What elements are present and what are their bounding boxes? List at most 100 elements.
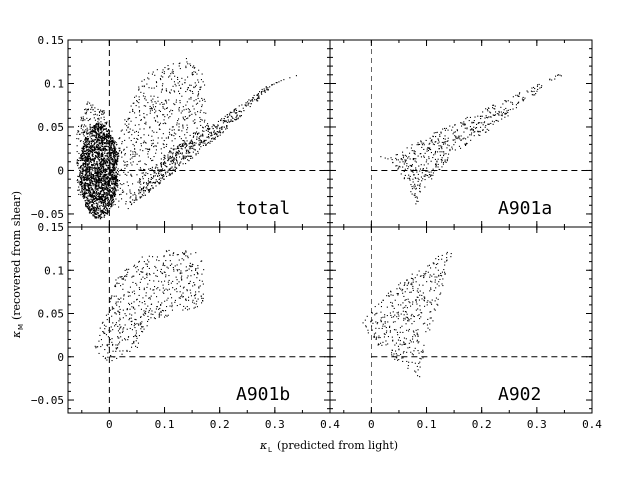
data-point [410,184,412,186]
data-point [407,177,409,179]
data-point [100,158,102,160]
data-point [140,324,142,326]
data-point [102,140,104,142]
data-point [218,132,220,134]
data-point [134,131,136,133]
data-point [130,162,132,164]
data-point [87,199,89,201]
data-point [80,154,82,156]
data-point [131,175,133,177]
data-point [450,256,452,258]
data-point [198,291,200,293]
data-point [89,157,91,159]
data-point [433,262,435,264]
data-point [479,122,481,124]
data-point [93,211,95,213]
data-point [413,194,415,196]
data-point [466,127,468,129]
data-point [166,171,168,173]
data-point [188,155,190,157]
data-point [165,314,167,316]
data-point [168,159,170,161]
data-point [82,147,85,149]
data-point [136,346,138,348]
data-point [95,136,97,139]
data-point [139,301,141,303]
data-point [97,207,99,209]
data-point [114,325,116,327]
data-point [87,120,89,122]
data-point [115,303,117,305]
data-point [441,151,443,153]
data-point [89,131,91,133]
data-point [481,122,483,124]
data-point [112,204,114,206]
data-point [412,158,414,160]
data-point [438,274,440,276]
data-point [201,106,203,108]
data-point [415,301,417,303]
data-point [129,191,131,193]
data-point [105,170,107,172]
data-point [142,331,144,333]
data-point [105,142,107,144]
data-point [192,132,194,134]
data-point [466,143,468,145]
data-point [415,158,417,160]
data-point [98,179,100,181]
data-point [417,155,419,157]
data-point [153,170,155,172]
data-point [89,128,91,130]
data-point [104,214,106,216]
data-point [194,284,196,286]
data-point [178,90,180,92]
data-point [94,129,96,131]
data-point [101,150,103,152]
data-point [404,311,406,313]
data-point [105,143,107,145]
data-point [179,273,181,275]
data-point [134,312,136,314]
data-point [93,127,95,129]
data-point [213,130,215,132]
data-point [126,275,128,277]
data-point [114,156,116,158]
data-point [426,150,428,152]
data-point [84,170,86,172]
data-point [166,315,168,317]
data-point [99,126,102,128]
data-point [179,162,181,164]
data-point [102,189,104,192]
data-point [487,123,489,125]
data-point [408,320,410,322]
data-point [85,146,87,148]
data-point [130,196,132,198]
data-point [140,190,142,192]
data-point [114,153,116,155]
data-point [228,121,230,123]
data-point [425,170,427,172]
data-point [166,251,168,253]
data-point [195,154,197,156]
data-point [444,160,446,162]
data-point [84,189,86,191]
data-point [541,85,543,87]
data-point [266,89,268,91]
data-point [162,123,164,125]
data-point [174,167,176,169]
data-point [411,165,413,167]
data-point [113,154,115,156]
data-point [138,305,140,307]
data-point [492,104,494,106]
data-point [416,197,418,199]
data-point [149,110,151,112]
data-point [428,174,430,176]
data-point [392,339,394,341]
data-point [90,133,92,135]
data-point [136,174,138,176]
data-point [115,183,117,186]
data-point [91,164,93,166]
data-point [104,349,106,351]
data-point [435,164,437,166]
data-point [158,316,160,318]
